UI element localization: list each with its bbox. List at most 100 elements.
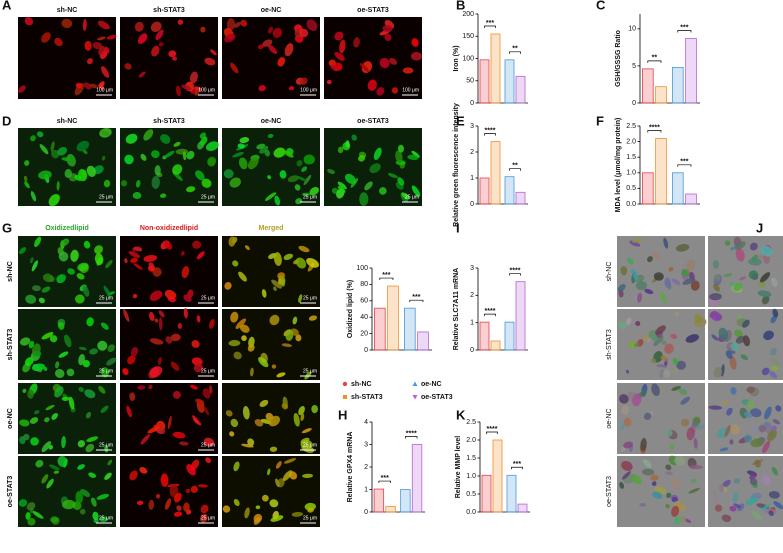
cell [303, 174, 312, 186]
y-tick-label: 1.5 [466, 455, 476, 462]
cell [303, 154, 315, 165]
cell [226, 18, 235, 31]
cell [154, 318, 159, 323]
scale-label: 100 μm [402, 87, 419, 93]
cell [729, 505, 737, 512]
cell [224, 33, 236, 43]
bar [504, 321, 515, 351]
micrograph: 25 μm [120, 236, 218, 307]
cell [748, 258, 762, 266]
cell [713, 283, 720, 292]
cell [619, 482, 624, 489]
cell [692, 416, 701, 425]
cell [750, 438, 765, 448]
cell [298, 294, 303, 303]
cell [291, 511, 304, 517]
cell [24, 16, 34, 26]
cell [150, 366, 163, 378]
image-label: oe-NC [261, 118, 282, 125]
cell [35, 459, 44, 468]
cell [763, 421, 772, 429]
cell [127, 355, 136, 365]
cell [29, 417, 39, 424]
micrograph: 25 μm [222, 236, 320, 307]
micrograph [708, 308, 783, 380]
cell [210, 49, 217, 56]
cell [48, 464, 60, 471]
cell [164, 498, 172, 510]
cell [689, 464, 703, 470]
cell [411, 185, 421, 197]
cell [397, 177, 405, 186]
cell [93, 165, 104, 175]
cell [100, 367, 110, 378]
cell [359, 63, 370, 72]
cell [664, 277, 671, 289]
cell [191, 340, 200, 348]
panel-letter: K [456, 407, 466, 422]
cell [77, 262, 89, 272]
cell [41, 441, 52, 453]
cell [300, 437, 310, 444]
cell [749, 478, 758, 486]
y-tick-label: 1.0 [626, 170, 636, 177]
cell [659, 291, 667, 304]
cell [402, 67, 414, 74]
cell [373, 147, 382, 160]
panel-letter: F [596, 113, 604, 128]
cell [242, 406, 250, 420]
cell [86, 58, 93, 65]
cell [68, 396, 75, 410]
cell [653, 272, 664, 281]
scale-label: 25 μm [201, 368, 215, 374]
cell [330, 64, 338, 72]
cell [122, 368, 129, 376]
legend-marker [412, 381, 418, 386]
cell [83, 82, 92, 90]
cell [51, 412, 58, 420]
cell [58, 351, 69, 358]
bar [504, 176, 515, 205]
cell [75, 294, 85, 304]
cell [261, 289, 267, 298]
cell [158, 41, 164, 47]
cell [398, 144, 405, 153]
cell [300, 77, 308, 85]
cell [244, 245, 250, 250]
y-tick-label: 1 [470, 320, 474, 327]
image-bg [708, 383, 783, 454]
cell [250, 367, 254, 377]
cell [55, 361, 60, 369]
cell [295, 198, 303, 205]
cell [640, 438, 647, 452]
cell [745, 496, 758, 506]
y-tick-label: 2 [470, 149, 474, 156]
cell [725, 350, 733, 359]
cell [31, 260, 38, 272]
cell [94, 253, 104, 266]
cell [619, 394, 629, 404]
cell [129, 392, 136, 402]
cell [382, 24, 393, 33]
y-tick-label: 1 [364, 486, 368, 493]
cell [748, 270, 759, 280]
cell [621, 460, 633, 472]
scale-label: 25 μm [201, 295, 215, 301]
micrograph: 25 μm [222, 383, 320, 454]
micrograph: 25 μm [222, 309, 320, 380]
cell [627, 257, 634, 265]
cell [255, 505, 261, 510]
cell [761, 367, 770, 376]
cell [247, 157, 259, 170]
cell [714, 504, 723, 512]
significance-label: *** [382, 272, 390, 279]
cell [359, 192, 369, 206]
y-tick-label: 20 [360, 330, 368, 337]
scale-label: 100 μm [96, 87, 113, 93]
cell [172, 431, 186, 439]
bar [506, 474, 517, 513]
scale-label: 25 μm [405, 194, 419, 200]
cell [267, 133, 274, 138]
micrograph: 100 μm [222, 17, 320, 99]
significance-label: **** [487, 426, 498, 433]
